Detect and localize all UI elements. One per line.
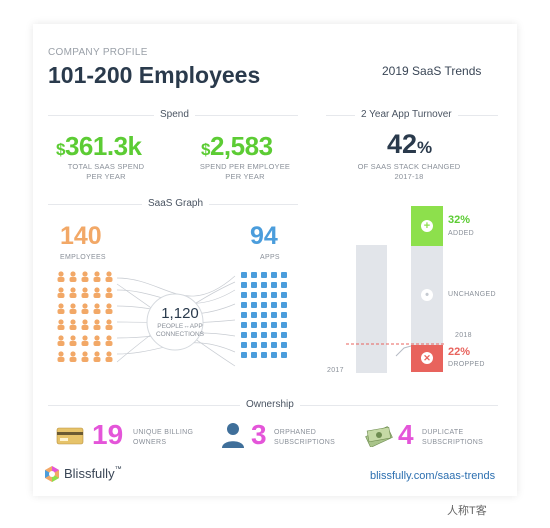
total-spend-caption-line1: TOTAL SAAS SPEND (67, 162, 145, 171)
employees-value: 140 (60, 222, 102, 250)
total-spend-symbol: $ (56, 140, 65, 159)
bar-2017 (356, 245, 387, 373)
duplicate-caption-line2: SUBSCRIPTIONS (422, 439, 484, 446)
person-icon (222, 423, 244, 448)
duplicate-caption-line1: DUPLICATE (422, 429, 464, 436)
connections-caption-line2: CONNECTIONS (155, 331, 205, 338)
total-spend-caption: TOTAL SAAS SPEND PER YEAR (56, 162, 156, 182)
dropped-connector (395, 345, 412, 357)
turnover-caption-line1: OF SAAS STACK CHANGED (357, 162, 461, 171)
page-title: 101-200 Employees (48, 62, 261, 88)
trends-label: 2019 SaaS Trends (382, 64, 482, 78)
turnover-percent-number: 42 (387, 129, 418, 159)
connections-value: 1,120 (161, 305, 199, 322)
per-employee-caption: SPEND PER EMPLOYEE PER YEAR (195, 162, 295, 182)
orphaned-caption-line2: SUBSCRIPTIONS (274, 439, 336, 446)
orphaned-caption-line1: ORPHANED (274, 429, 317, 436)
dropped-label: DROPPED (448, 361, 485, 368)
duplicate-caption: DUPLICATE SUBSCRIPTIONS (422, 428, 483, 448)
total-spend-caption-line2: PER YEAR (86, 172, 126, 181)
people-grid (57, 271, 113, 362)
billing-owners-caption-line2: OWNERS (133, 439, 167, 446)
brand-name: Blissfully™ (64, 466, 122, 481)
company-profile-eyebrow: COMPANY PROFILE (48, 47, 148, 58)
employees-label: EMPLOYEES (60, 254, 106, 261)
turnover-percent-sign: % (417, 138, 433, 157)
total-spend-value: $361.3k (56, 131, 142, 162)
added-label: ADDED (448, 230, 475, 237)
apps-value: 94 (250, 222, 278, 250)
brand-name-text: Blissfully (64, 466, 115, 481)
label-2018: 2018 (455, 332, 472, 339)
orphaned-caption: ORPHANED SUBSCRIPTIONS (274, 428, 335, 448)
turnover-caption-line2: 2017-18 (394, 172, 424, 181)
spend-section-label: Spend (154, 109, 195, 120)
added-percent: 32% (448, 214, 471, 226)
footer-link[interactable]: blissfully.com/saas-trends (370, 470, 496, 482)
per-employee-symbol: $ (201, 140, 210, 159)
close-icon: ✕ (421, 352, 433, 364)
saas-graph-section-label: SaaS Graph (142, 198, 210, 209)
billing-owners-caption: UNIQUE BILLING OWNERS (133, 428, 193, 448)
per-employee-caption-line1: SPEND PER EMPLOYEE (199, 162, 291, 171)
credit-card-icon (56, 427, 84, 445)
turnover-percent: 42% (387, 129, 432, 160)
billing-owners-value: 19 (92, 419, 124, 450)
apps-grid (241, 272, 287, 358)
saas-graph (57, 271, 287, 367)
connections-circle (146, 293, 204, 351)
orphaned-value: 3 (251, 419, 267, 450)
per-employee-spend-value: $2,583 (201, 131, 273, 162)
turnover-caption: OF SAAS STACK CHANGED 2017-18 (349, 162, 469, 182)
blissfully-logo-icon (45, 466, 59, 482)
apps-label: APPS (260, 254, 280, 261)
dot-icon: • (421, 289, 433, 301)
per-employee-caption-line2: PER YEAR (225, 172, 265, 181)
watermark-text: 人称T客 (447, 505, 487, 517)
ownership-section-label: Ownership (240, 399, 300, 410)
duplicate-value: 4 (398, 419, 414, 450)
total-spend-number: 361.3k (64, 131, 142, 161)
billing-owners-caption-line1: UNIQUE BILLING (133, 429, 194, 436)
turnover-dashed-lines (346, 343, 446, 357)
brand-tm: ™ (114, 466, 122, 473)
label-2017: 2017 (327, 367, 344, 374)
connections-caption-line1: PEOPLE↔APP (157, 323, 203, 330)
connections-caption: PEOPLE↔APP CONNECTIONS (142, 323, 218, 339)
turnover-section-label: 2 Year App Turnover (355, 109, 458, 120)
per-employee-number: 2,583 (209, 131, 273, 161)
unchanged-label: UNCHANGED (448, 291, 496, 298)
money-icon (365, 426, 393, 447)
dropped-percent: 22% (448, 346, 471, 358)
plus-icon: + (421, 220, 433, 232)
